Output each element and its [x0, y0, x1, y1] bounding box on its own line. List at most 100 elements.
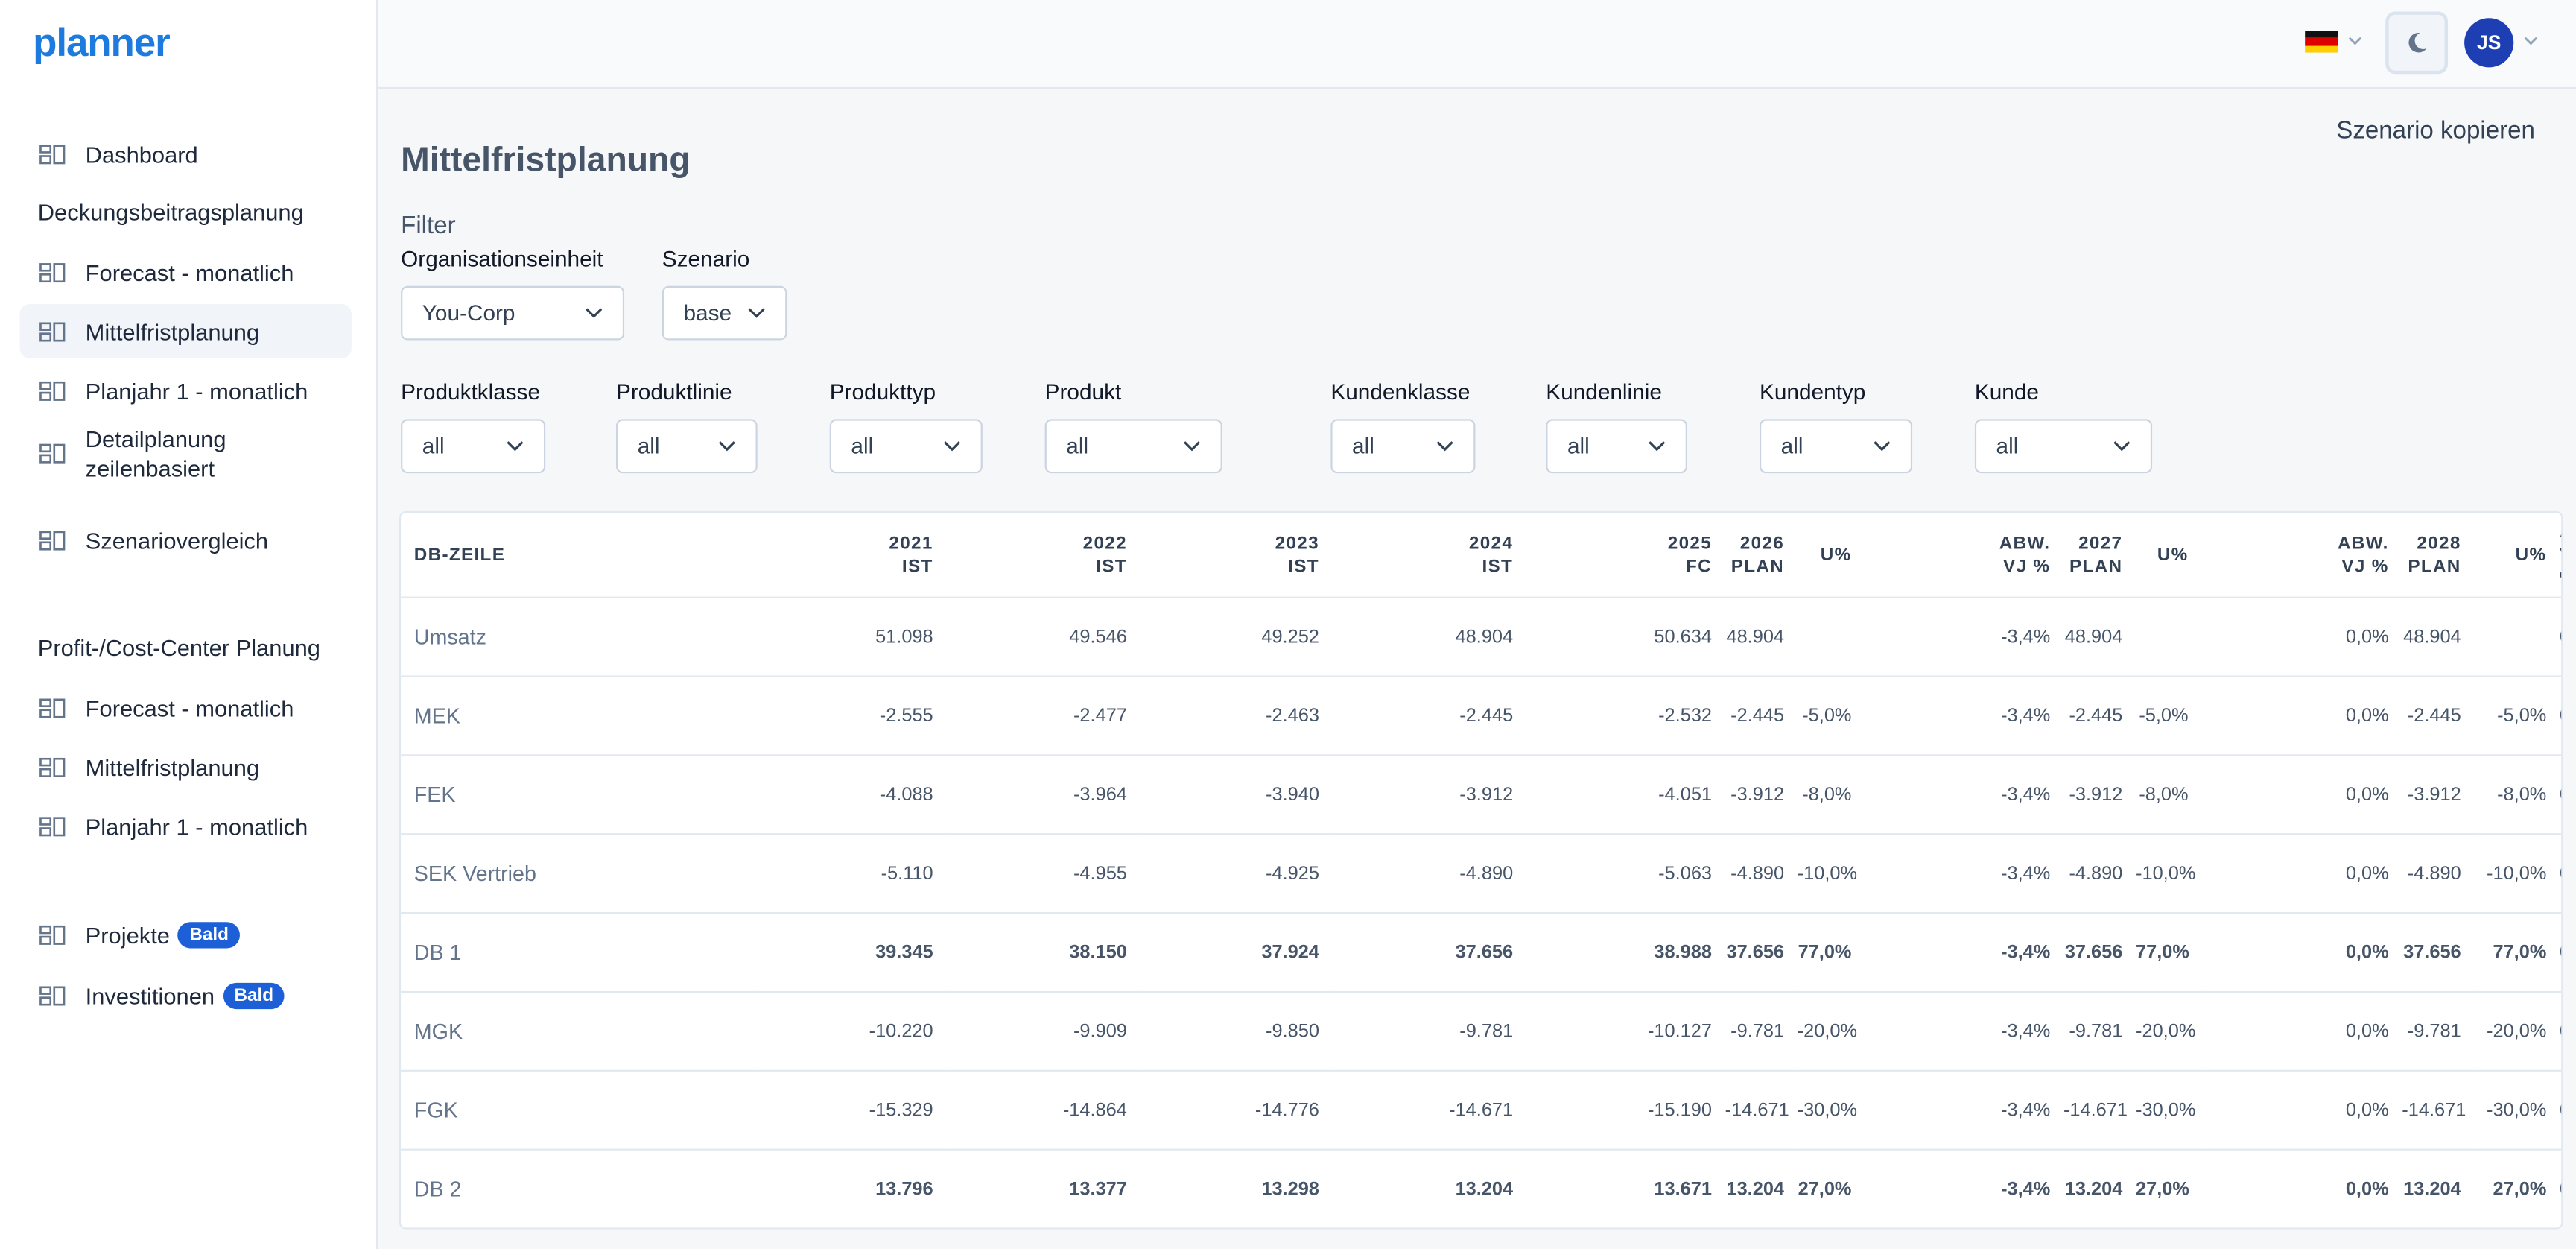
- column-header: ABW.VJ %: [2201, 513, 2402, 598]
- table-cell: 0,0%: [2560, 834, 2561, 914]
- nav-icon: [39, 262, 66, 282]
- table-cell: -14.671: [2063, 1070, 2136, 1151]
- table-cell: 51.098: [752, 597, 947, 677]
- table-cell: 13.298: [1261, 1179, 1319, 1199]
- table-cell: -4.890: [1332, 834, 1526, 914]
- column-header-line: 2024: [1468, 533, 1514, 554]
- nav-item[interactable]: Planjahr 1 - monatlich: [19, 799, 351, 853]
- column-header-line: VJ %: [2341, 556, 2389, 576]
- nav-item[interactable]: Detailplanung zeilenbasiert: [19, 423, 351, 485]
- nav-icon: [39, 144, 66, 164]
- column-header: U%: [1797, 513, 1865, 598]
- language-flag[interactable]: [2305, 31, 2338, 53]
- table-cell: -15.329: [752, 1070, 947, 1151]
- table-cell: -10,0%: [1797, 834, 1865, 914]
- table-cell: 38.150: [946, 913, 1141, 993]
- table-row: FGK -15.329 -14.864 -14.776 -14.671 -15.190 -1…: [401, 1070, 2561, 1151]
- nav-item[interactable]: Planjahr 1 - monatlich: [19, 363, 351, 417]
- column-header: U%: [2136, 513, 2202, 598]
- table-cell: 13.671: [1654, 1179, 1713, 1199]
- nav-item[interactable]: Forecast - monatlich: [19, 245, 351, 300]
- nav-item[interactable]: Mittelfristplanung: [19, 303, 352, 358]
- nav-item[interactable]: Szenariovergleich: [19, 513, 351, 567]
- table-cell: -3,4%: [1865, 991, 2063, 1072]
- nav-item[interactable]: Forecast - monatlich: [19, 680, 351, 735]
- table-cell: -4.890: [2402, 834, 2475, 914]
- table-cell: -14.671: [2402, 1070, 2475, 1151]
- nav-item[interactable]: Dashboard: [19, 127, 351, 181]
- column-header: 2025 FC: [1526, 513, 1725, 598]
- column-header: ABW.VJ %: [2560, 513, 2561, 598]
- nav-label: Detailplanung zeilenbasiert: [85, 426, 226, 482]
- nav-item[interactable]: Investitionen Bald: [19, 968, 351, 1022]
- column-header-line: U%: [2157, 545, 2189, 565]
- table-cell: 0,0%: [2201, 913, 2402, 993]
- theme-toggle[interactable]: [2385, 11, 2449, 75]
- badge: Bald: [223, 981, 285, 1009]
- table-cell: -3,4%: [1865, 597, 2063, 677]
- table-cell: -3,4%: [1865, 913, 2063, 993]
- table-cell: -10.220: [752, 991, 947, 1072]
- row-label: DB 2: [413, 1177, 462, 1202]
- column-header-line: DB-ZEILE: [413, 545, 506, 565]
- table-cell: 48.904: [2063, 597, 2136, 677]
- table-row: MEK -2.555 -2.477 -2.463 -2.445 -2.532 -2.445-…: [401, 676, 2561, 756]
- table-cell: -5,0%: [2136, 676, 2202, 756]
- table-cell: -10.127: [1526, 991, 1725, 1072]
- avatar[interactable]: JS: [2464, 18, 2514, 68]
- select-value: You-Corp: [422, 300, 515, 326]
- filter-select[interactable]: all: [829, 419, 983, 474]
- table-cell: -14.864: [946, 1070, 1141, 1151]
- filter-label: Produkttyp: [829, 379, 936, 405]
- nav-item[interactable]: Projekte Bald: [19, 907, 351, 961]
- filter-select[interactable]: You-Corp: [401, 285, 625, 341]
- table-cell: 49.546: [946, 597, 1141, 677]
- table-cell: -2.445: [2063, 676, 2136, 756]
- row-label: SEK Vertrieb: [401, 834, 753, 914]
- table-cell: -15.190: [1526, 1070, 1725, 1151]
- copy-scenario-button[interactable]: Szenario kopieren: [2336, 116, 2535, 145]
- column-header: 2024 IST: [1332, 513, 1526, 598]
- page-title: Mittelfristplanung: [401, 141, 691, 180]
- filter-label: Produktklasse: [401, 379, 541, 405]
- filter-select[interactable]: base: [662, 285, 787, 341]
- table-cell: -20,0%: [1797, 991, 1865, 1072]
- filter-label: Produktlinie: [616, 379, 732, 405]
- table-cell: -3.912: [2063, 755, 2136, 835]
- table-cell: -5.063: [1526, 834, 1725, 914]
- nav-item[interactable]: Mittelfristplanung: [19, 739, 351, 794]
- nav-icon: [39, 698, 66, 718]
- filter-select[interactable]: all: [1330, 419, 1476, 474]
- filter-select[interactable]: all: [401, 419, 546, 474]
- table-cell: 37.656: [1725, 913, 1798, 993]
- column-header-line: VJ %: [2003, 556, 2051, 576]
- column-header-line: VJ %: [2560, 545, 2561, 587]
- table-cell: -5,0%: [2474, 676, 2560, 756]
- select-value: all: [1066, 434, 1089, 459]
- table-cell: -4.925: [1140, 834, 1333, 914]
- table-cell: 13.204: [1455, 1179, 1514, 1199]
- filter-select[interactable]: all: [1759, 419, 1913, 474]
- table-cell: -30,0%: [2136, 1070, 2202, 1151]
- filter-select[interactable]: all: [616, 419, 758, 474]
- table-cell: -5.110: [752, 834, 947, 914]
- table-cell: -3.912: [1725, 755, 1798, 835]
- nav-label: Szenariovergleich: [85, 526, 269, 554]
- table-cell: 37.924: [1140, 913, 1333, 993]
- logo[interactable]: planner: [33, 21, 171, 66]
- chevron: [1649, 441, 1666, 452]
- filter-select[interactable]: all: [1546, 419, 1687, 474]
- table-cell: -2.445: [1725, 676, 1798, 756]
- column-header-line: ABW.: [2338, 533, 2389, 554]
- column-header-line: FC: [1686, 556, 1713, 576]
- table-cell: [1797, 597, 1865, 677]
- filter-select[interactable]: all: [1044, 419, 1222, 474]
- table-cell: 0,0%: [2201, 1070, 2402, 1151]
- table-cell: 13.204: [2403, 1179, 2461, 1199]
- table-cell: -2.477: [946, 676, 1141, 756]
- filter-select[interactable]: all: [1974, 419, 2153, 474]
- table-cell: 37.656: [1332, 913, 1526, 993]
- column-header-line: 2025: [1667, 533, 1713, 554]
- table-cell: -3.964: [946, 755, 1141, 835]
- nav-icon: [39, 924, 66, 944]
